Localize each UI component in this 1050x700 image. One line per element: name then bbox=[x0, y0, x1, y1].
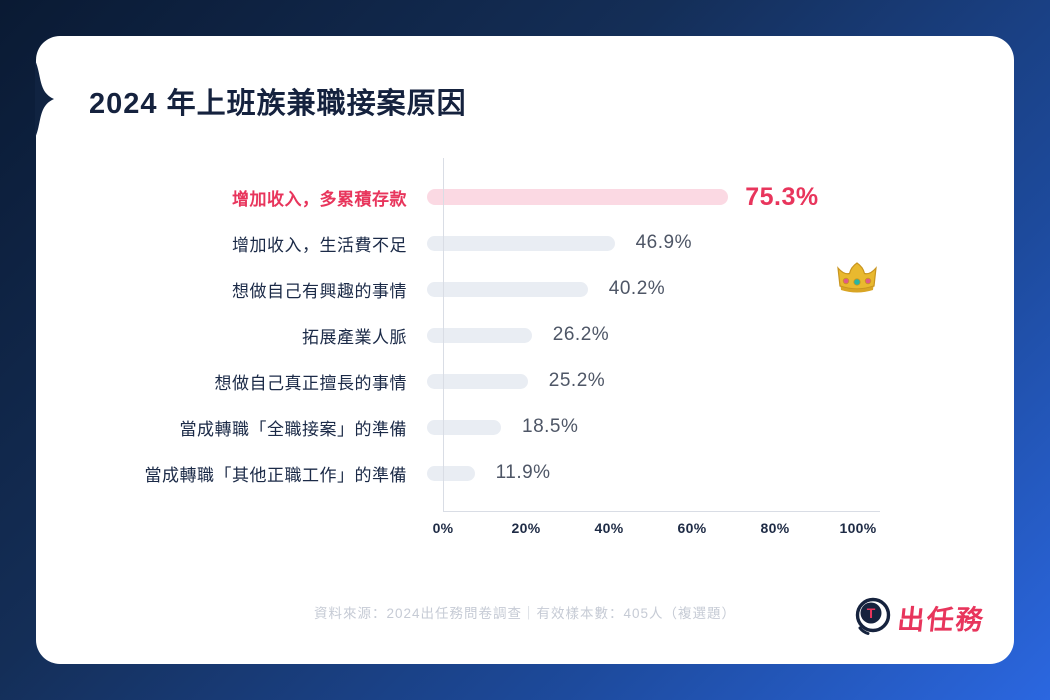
bar bbox=[427, 419, 501, 435]
bar-category-label: 增加收入，生活費不足 bbox=[232, 235, 407, 255]
bar-category-label: 想做自己真正擅長的事情 bbox=[214, 373, 407, 393]
bar-chart: 增加收入，多累積存款 75.3% 增加收入，生活費不足 46.9% 想做自己有興趣的事情… bbox=[36, 158, 1014, 550]
bar-value: 40.2% bbox=[608, 278, 666, 299]
bar-category-label: 拓展產業人脈 bbox=[302, 327, 407, 347]
crown-icon bbox=[837, 260, 877, 301]
x-axis-tick-label: 40% bbox=[594, 520, 624, 536]
bar bbox=[427, 373, 528, 389]
bar-category-label: 增加收入，多累積存款 bbox=[232, 189, 407, 209]
brand-logo: T 出任務 bbox=[853, 596, 987, 638]
bar-row: 拓展產業人脈 26.2% bbox=[36, 312, 1014, 358]
bar-row: 增加收入，多累積存款 75.3% bbox=[36, 174, 1014, 220]
bar-category-label: 當成轉職「全職接案」的準備 bbox=[179, 419, 407, 439]
bar-track: 11.9% bbox=[425, 462, 1014, 484]
bar-track: 46.9% bbox=[425, 232, 1014, 254]
page-title: 2024 年上班族兼職接案原因 bbox=[89, 88, 467, 120]
y-axis-line bbox=[443, 158, 444, 511]
x-axis-tick-label: 0% bbox=[432, 520, 454, 536]
svg-text:T: T bbox=[867, 605, 876, 621]
bar-category-label: 想做自己有興趣的事情 bbox=[232, 281, 407, 301]
bar-value: 18.5% bbox=[522, 416, 579, 437]
bar-value: 26.2% bbox=[552, 324, 610, 345]
bar-value: 46.9% bbox=[635, 232, 692, 253]
bar-track: 75.3% bbox=[425, 183, 1014, 212]
bar bbox=[427, 465, 475, 481]
bar bbox=[427, 281, 588, 297]
bar-value: 75.3% bbox=[745, 182, 819, 211]
bar-track: 18.5% bbox=[425, 416, 1014, 438]
x-axis-line bbox=[443, 511, 880, 512]
bar-value: 25.2% bbox=[548, 370, 606, 391]
bar-row: 想做自己有興趣的事情 40.2% bbox=[36, 266, 1014, 312]
bar-row: 當成轉職「全職接案」的準備 18.5% bbox=[36, 404, 1014, 450]
x-axis-tick-label: 80% bbox=[760, 520, 790, 536]
speech-bubble-tail bbox=[35, 60, 54, 138]
x-axis-tick-label: 60% bbox=[677, 520, 707, 536]
brand-logo-text: 出任務 bbox=[896, 604, 987, 635]
bar-value: 11.9% bbox=[495, 462, 551, 483]
infographic-card: 2024 年上班族兼職接案原因 增加收入，多累積存款 75.3% 增加收入，生活費不… bbox=[35, 36, 1014, 664]
bar-category-label: 當成轉職「其他正職工作」的準備 bbox=[144, 465, 407, 485]
brand-logo-mark-icon: T bbox=[855, 597, 891, 635]
x-axis-tick-label: 20% bbox=[511, 520, 541, 536]
bar bbox=[427, 235, 615, 251]
bar-rows: 增加收入，多累積存款 75.3% 增加收入，生活費不足 46.9% 想做自己有興趣的事情… bbox=[36, 158, 1014, 496]
bar-row: 當成轉職「其他正職工作」的準備 11.9% bbox=[36, 450, 1014, 496]
bar-track: 40.2% bbox=[425, 278, 1014, 300]
bar-track: 25.2% bbox=[425, 370, 1014, 392]
bar bbox=[427, 189, 729, 205]
bar-track: 26.2% bbox=[425, 324, 1014, 346]
bar-row: 想做自己真正擅長的事情 25.2% bbox=[36, 358, 1014, 404]
bar bbox=[427, 327, 532, 343]
x-axis-tick-label: 100% bbox=[839, 520, 877, 536]
data-source-note: 資料來源：2024出任務問卷調查｜有效樣本數：405人（複選題） bbox=[313, 606, 737, 621]
bar-row: 增加收入，生活費不足 46.9% bbox=[36, 220, 1014, 266]
